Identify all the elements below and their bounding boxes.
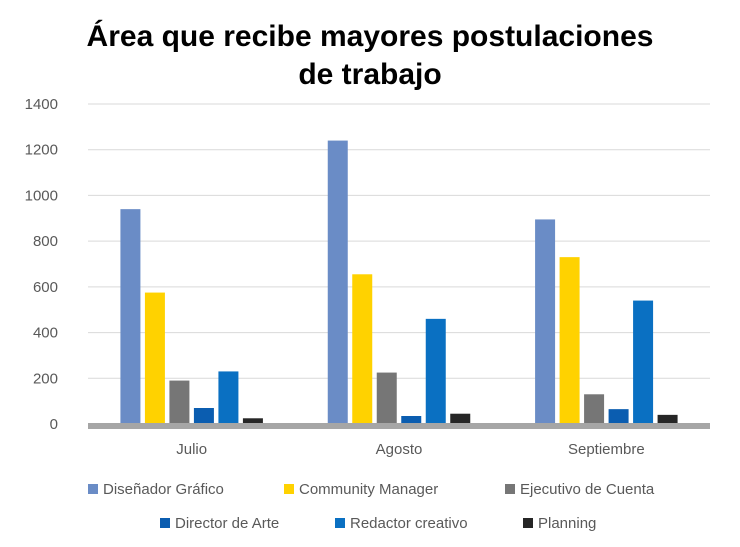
x-axis-ticks: Julio Agosto Septiembre [176, 441, 644, 458]
bar [327, 140, 348, 425]
y-tick-label: 200 [33, 370, 58, 387]
bar [352, 274, 373, 424]
y-tick-label: 400 [33, 325, 58, 342]
x-tick-label: Julio [176, 441, 207, 458]
legend-swatch [284, 484, 294, 494]
bar [535, 219, 556, 424]
x-axis-line [88, 423, 710, 429]
chart-title-line-1: Área que recibe mayores postulaciones [86, 20, 654, 53]
x-tick-label: Agosto [376, 441, 423, 458]
legend-swatch [88, 484, 98, 494]
legend-item: Ejecutivo de Cuenta [505, 481, 655, 498]
bar [584, 394, 605, 424]
bar [376, 372, 397, 424]
legend-item: Planning [523, 515, 596, 532]
y-tick-label: 0 [50, 416, 58, 433]
bar [169, 380, 190, 424]
gridlines [88, 103, 710, 379]
chart-title-line-2: de trabajo [298, 58, 442, 91]
bar [633, 300, 654, 424]
bar [425, 318, 446, 424]
chart-title: Área que recibe mayores postulaciones de… [0, 18, 740, 94]
bar [559, 257, 580, 424]
bar [193, 408, 214, 424]
legend-label: Diseñador Gráfico [103, 481, 224, 498]
bar [120, 209, 141, 424]
legend-item: Director de Arte [160, 515, 279, 532]
legend-swatch [160, 518, 170, 528]
legend-swatch [523, 518, 533, 528]
legend-swatch [335, 518, 345, 528]
y-axis-ticks: 0 200 400 600 800 1000 1200 1400 [25, 96, 58, 433]
bar [450, 413, 471, 424]
y-tick-label: 1000 [25, 187, 58, 204]
legend-label: Community Manager [299, 481, 438, 498]
legend-item: Redactor creativo [335, 515, 468, 532]
bar [657, 414, 678, 424]
legend-label: Planning [538, 515, 596, 532]
bar [144, 292, 165, 424]
legend-item: Diseñador Gráfico [88, 481, 224, 498]
x-tick-label: Septiembre [568, 441, 645, 458]
bars [120, 140, 678, 425]
legend-swatch [505, 484, 515, 494]
bar [608, 409, 629, 424]
x-axis [88, 423, 710, 429]
legend-label: Redactor creativo [350, 515, 468, 532]
legend-label: Ejecutivo de Cuenta [520, 481, 655, 498]
y-tick-label: 1200 [25, 142, 58, 159]
legend-item: Community Manager [284, 481, 438, 498]
legend-label: Director de Arte [175, 515, 279, 532]
bar [218, 371, 239, 424]
legend: Diseñador Gráfico Community Manager Ejecut… [88, 481, 655, 532]
y-tick-label: 1400 [25, 96, 58, 113]
y-tick-label: 600 [33, 279, 58, 296]
y-tick-label: 800 [33, 233, 58, 250]
bar [242, 418, 263, 424]
bar [401, 416, 422, 424]
